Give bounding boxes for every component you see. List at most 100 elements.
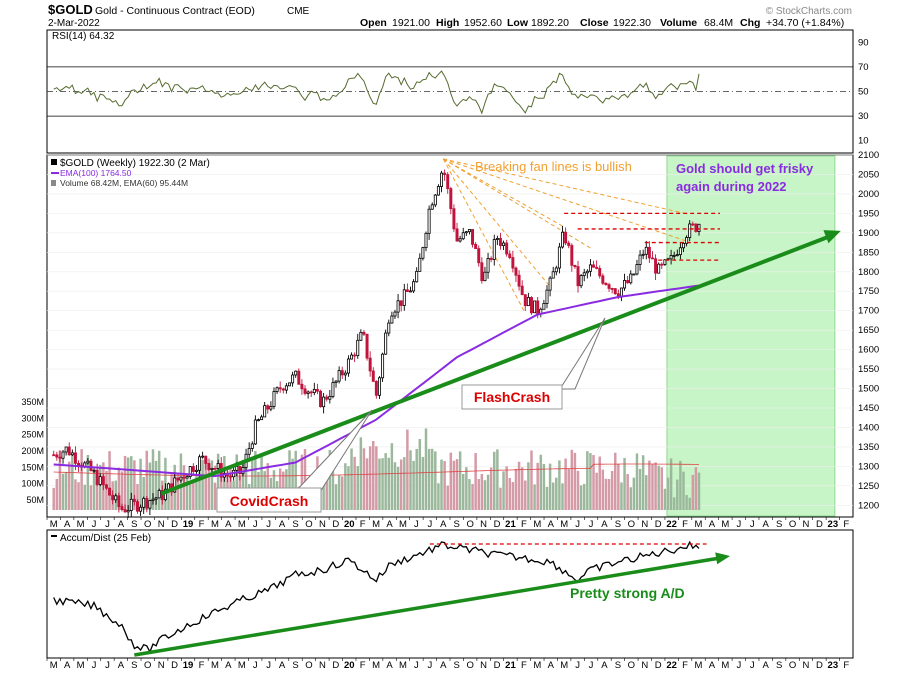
candle-body bbox=[250, 443, 254, 449]
candle-body bbox=[663, 259, 667, 265]
candle bbox=[108, 487, 112, 496]
volume-bar bbox=[399, 459, 403, 510]
volume-bar bbox=[182, 465, 186, 510]
candle bbox=[436, 184, 440, 196]
x-tick-label: F bbox=[682, 519, 688, 530]
flashcrash-pointer bbox=[559, 317, 606, 390]
candle-body bbox=[86, 460, 90, 464]
candle-body bbox=[443, 172, 447, 176]
volume-bar bbox=[396, 466, 400, 510]
x-tick-label: A bbox=[386, 660, 393, 671]
candle bbox=[132, 494, 136, 506]
rsi-line bbox=[53, 70, 700, 115]
candle bbox=[179, 476, 183, 483]
candle-body bbox=[502, 242, 506, 247]
x-tick-label: J bbox=[575, 519, 580, 530]
volume-bar bbox=[586, 451, 589, 510]
x-tick-label: J bbox=[414, 660, 419, 671]
volume-bar bbox=[548, 463, 552, 510]
x-tick-label: M bbox=[50, 519, 58, 530]
candle-body bbox=[402, 289, 406, 306]
volume-bar bbox=[334, 484, 338, 510]
volume-bar bbox=[592, 455, 595, 510]
candle bbox=[523, 294, 527, 311]
candle bbox=[675, 249, 679, 257]
covidcrash-box bbox=[216, 487, 322, 513]
x-tick-label: O bbox=[144, 660, 151, 671]
candle bbox=[185, 475, 189, 479]
candle bbox=[654, 254, 658, 281]
candle-body bbox=[598, 268, 602, 277]
candle-body bbox=[585, 270, 589, 274]
x-tick-label: J bbox=[266, 660, 271, 671]
candle bbox=[288, 382, 291, 387]
volume-bar bbox=[325, 476, 328, 510]
volume-bar bbox=[223, 456, 226, 510]
x-tick-label: S bbox=[131, 519, 137, 530]
candle bbox=[371, 367, 375, 382]
volume-bar bbox=[669, 458, 673, 510]
candle bbox=[474, 242, 478, 250]
rsi-tick-label: 70 bbox=[858, 62, 869, 73]
candle-body bbox=[210, 467, 214, 470]
x-tick-label: M bbox=[211, 660, 219, 671]
ad-panel-frame bbox=[46, 529, 854, 659]
candle bbox=[216, 459, 220, 472]
candle bbox=[148, 499, 152, 516]
price-tick-label: 2050 bbox=[858, 169, 879, 180]
x-tick-label: S bbox=[776, 660, 782, 671]
candle bbox=[123, 504, 127, 513]
candle-body bbox=[436, 186, 440, 196]
volume-bar bbox=[136, 484, 139, 510]
candle bbox=[495, 235, 499, 246]
volume-bar bbox=[483, 480, 487, 510]
candle-body bbox=[229, 475, 233, 478]
volume-bar bbox=[682, 471, 685, 510]
candle-body bbox=[458, 238, 462, 242]
open-value: 1921.00 bbox=[392, 17, 430, 29]
volume-bar bbox=[52, 487, 55, 510]
candle bbox=[557, 242, 561, 274]
x-tick-label: O bbox=[305, 660, 312, 671]
candle-body bbox=[297, 370, 301, 385]
fan-line bbox=[443, 158, 565, 228]
volume-bar bbox=[430, 448, 434, 510]
candle-body bbox=[564, 231, 568, 244]
x-tick-label: M bbox=[77, 519, 85, 530]
chg-label: Chg bbox=[740, 17, 760, 29]
candle-body bbox=[604, 282, 608, 286]
candle-body bbox=[433, 194, 437, 206]
candle-body bbox=[70, 452, 74, 456]
candle-body bbox=[523, 294, 527, 307]
candle-body bbox=[337, 370, 341, 382]
candle bbox=[111, 490, 115, 505]
x-tick-label: S bbox=[615, 660, 621, 671]
volume-bar bbox=[92, 471, 96, 510]
candle-body bbox=[95, 469, 99, 485]
volume-bar bbox=[607, 478, 611, 510]
x-axis-bottom: M A M J J A S O N D 19 F M A M J J A S O N D 20 F M A M J J A S O N D 21 F M… bbox=[46, 657, 853, 671]
volume-bar bbox=[192, 482, 195, 510]
candle-body bbox=[322, 396, 326, 408]
x-tick-label: M bbox=[50, 660, 58, 671]
candle-body bbox=[325, 396, 329, 400]
x-tick-label: O bbox=[789, 660, 796, 671]
candle bbox=[384, 329, 388, 355]
candle bbox=[529, 296, 533, 315]
candle-body bbox=[123, 509, 127, 513]
close-value: 1922.30 bbox=[613, 17, 651, 29]
candle bbox=[198, 454, 202, 477]
legend-ema: EMA(100) 1764.50 bbox=[60, 168, 132, 178]
candle bbox=[402, 283, 406, 311]
volume-bar bbox=[520, 467, 524, 510]
candle-body bbox=[697, 223, 701, 232]
candle bbox=[269, 401, 273, 412]
volume-bar bbox=[455, 459, 459, 510]
candle bbox=[514, 266, 518, 282]
volume-bar bbox=[530, 450, 533, 510]
candle-body bbox=[154, 497, 158, 500]
volume-bar bbox=[542, 463, 546, 510]
volume-bar bbox=[489, 467, 493, 510]
candle bbox=[440, 170, 444, 193]
